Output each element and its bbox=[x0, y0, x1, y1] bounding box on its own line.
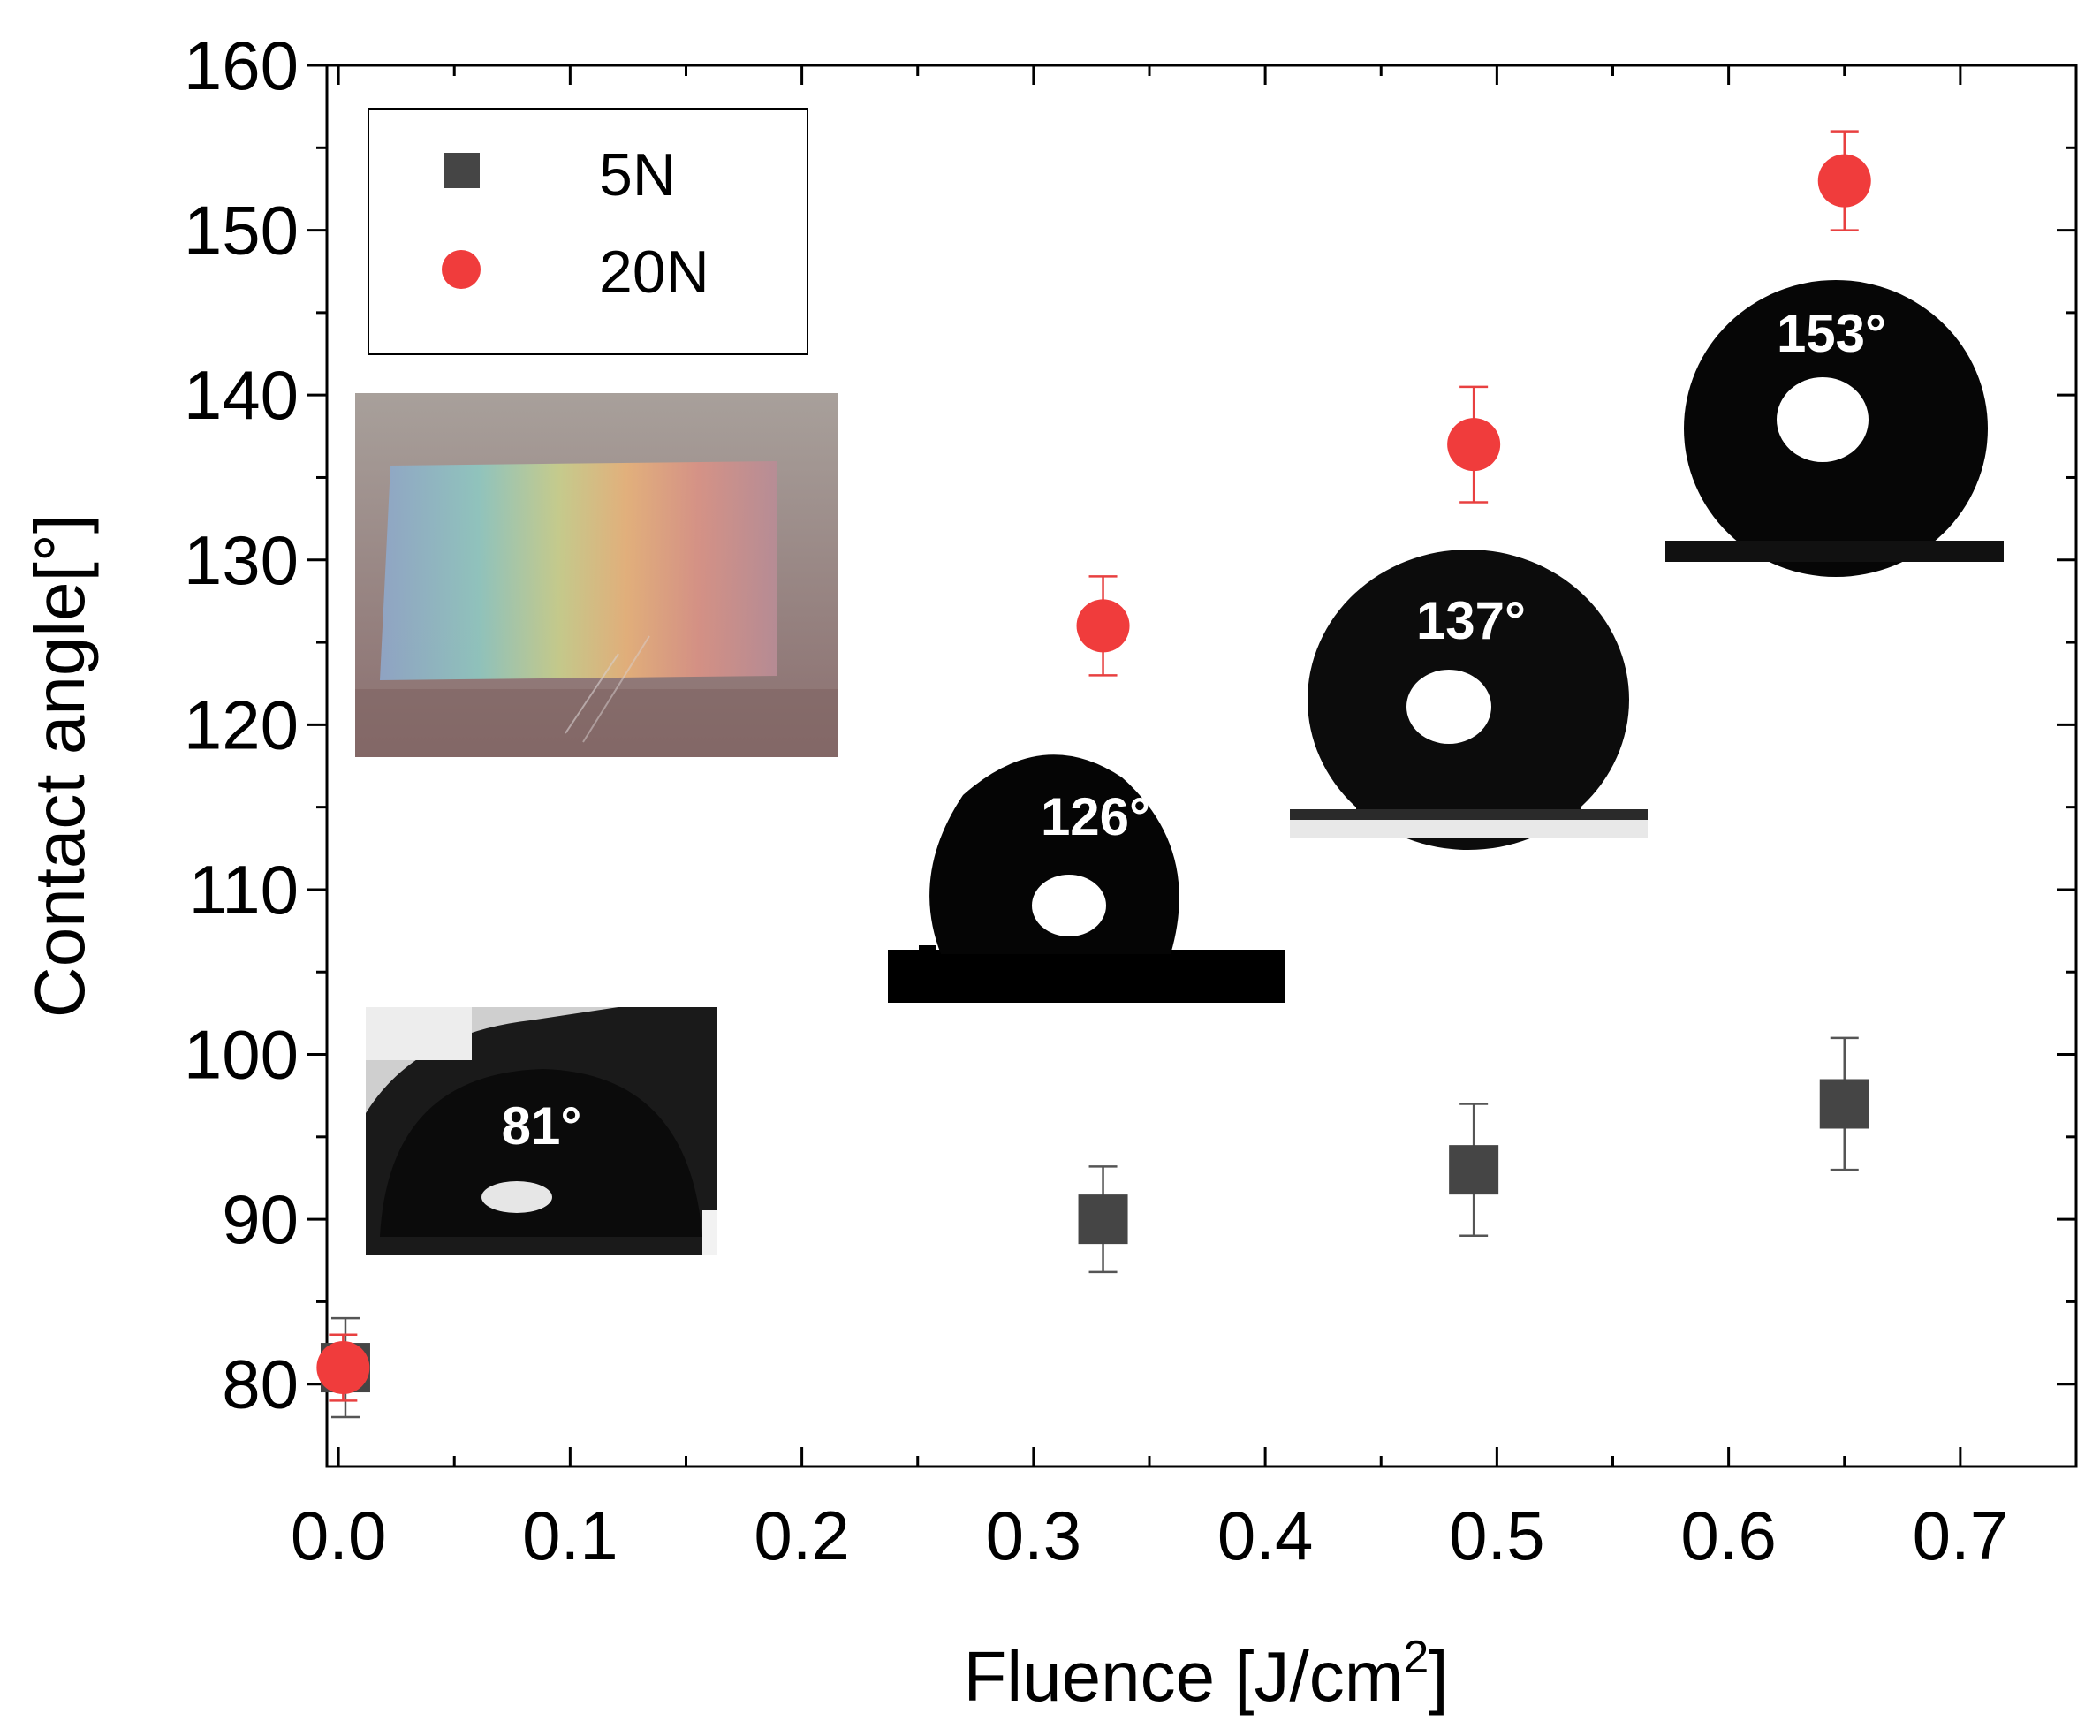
legend-box bbox=[368, 108, 808, 355]
y-tick-label: 160 bbox=[184, 27, 299, 104]
point-5N bbox=[1078, 1194, 1128, 1245]
point-5N bbox=[1819, 1079, 1869, 1129]
droplet-126-label: 126° bbox=[1041, 787, 1150, 846]
droplet-126-inset: 126° bbox=[888, 754, 1285, 1003]
y-tick-label: 140 bbox=[184, 356, 299, 434]
legend: 5N 20N bbox=[368, 108, 808, 355]
x-tick-labels: 0.0 0.1 0.2 0.3 0.4 0.5 0.6 0.7 bbox=[291, 1497, 2008, 1574]
x-axis-label: Fluence [J/cm2] bbox=[963, 1632, 1448, 1716]
legend-marker-5N bbox=[444, 153, 480, 188]
axis-ticks bbox=[307, 64, 2076, 1467]
y-tick-labels: 80 90 100 110 120 130 140 150 160 bbox=[184, 27, 299, 1423]
point-20N bbox=[1817, 154, 1871, 208]
point-20N bbox=[1447, 418, 1501, 472]
x-tick-label: 0.7 bbox=[1913, 1497, 2008, 1574]
y-axis-label: Contact angle[°] bbox=[20, 514, 99, 1018]
x-tick-label: 0.4 bbox=[1217, 1497, 1313, 1574]
legend-label-5N: 5N bbox=[599, 141, 676, 208]
droplet-81-inset: 81° bbox=[366, 1007, 717, 1255]
x-axis-label-main: Fluence [J/cm bbox=[963, 1637, 1403, 1716]
point-20N bbox=[316, 1341, 370, 1395]
x-tick-label: 0.3 bbox=[986, 1497, 1081, 1574]
x-tick-label: 0.1 bbox=[522, 1497, 618, 1574]
droplet-153-label: 153° bbox=[1777, 304, 1886, 363]
insets: 81° 126° 137° 153° bbox=[355, 280, 2004, 1255]
point-5N bbox=[1449, 1145, 1499, 1195]
legend-marker-20N bbox=[442, 250, 481, 289]
x-tick-label: 0.6 bbox=[1680, 1497, 1776, 1574]
iridescent-sample-photo bbox=[355, 393, 838, 757]
point-20N bbox=[1076, 599, 1130, 653]
x-axis-label-close: ] bbox=[1429, 1637, 1448, 1716]
x-axis-label-superscript: 2 bbox=[1403, 1632, 1429, 1683]
droplet-137-label: 137° bbox=[1416, 591, 1526, 650]
y-tick-label: 80 bbox=[222, 1346, 299, 1423]
legend-label-20N: 20N bbox=[599, 239, 709, 306]
y-tick-label: 110 bbox=[189, 851, 299, 929]
y-tick-label: 90 bbox=[222, 1180, 299, 1258]
y-tick-label: 100 bbox=[184, 1016, 299, 1094]
droplet-81-label: 81° bbox=[502, 1096, 582, 1156]
x-tick-label: 0.0 bbox=[291, 1497, 386, 1574]
x-tick-label: 0.5 bbox=[1449, 1497, 1544, 1574]
droplet-153-inset: 153° bbox=[1665, 280, 2004, 577]
y-tick-label: 130 bbox=[184, 521, 299, 599]
y-tick-label: 120 bbox=[184, 686, 299, 763]
droplet-137-inset: 137° bbox=[1285, 550, 1648, 850]
plot-area-frame bbox=[325, 64, 2078, 1468]
x-tick-label: 0.2 bbox=[754, 1497, 849, 1574]
y-tick-label: 150 bbox=[184, 192, 299, 269]
data-markers bbox=[316, 154, 1871, 1395]
